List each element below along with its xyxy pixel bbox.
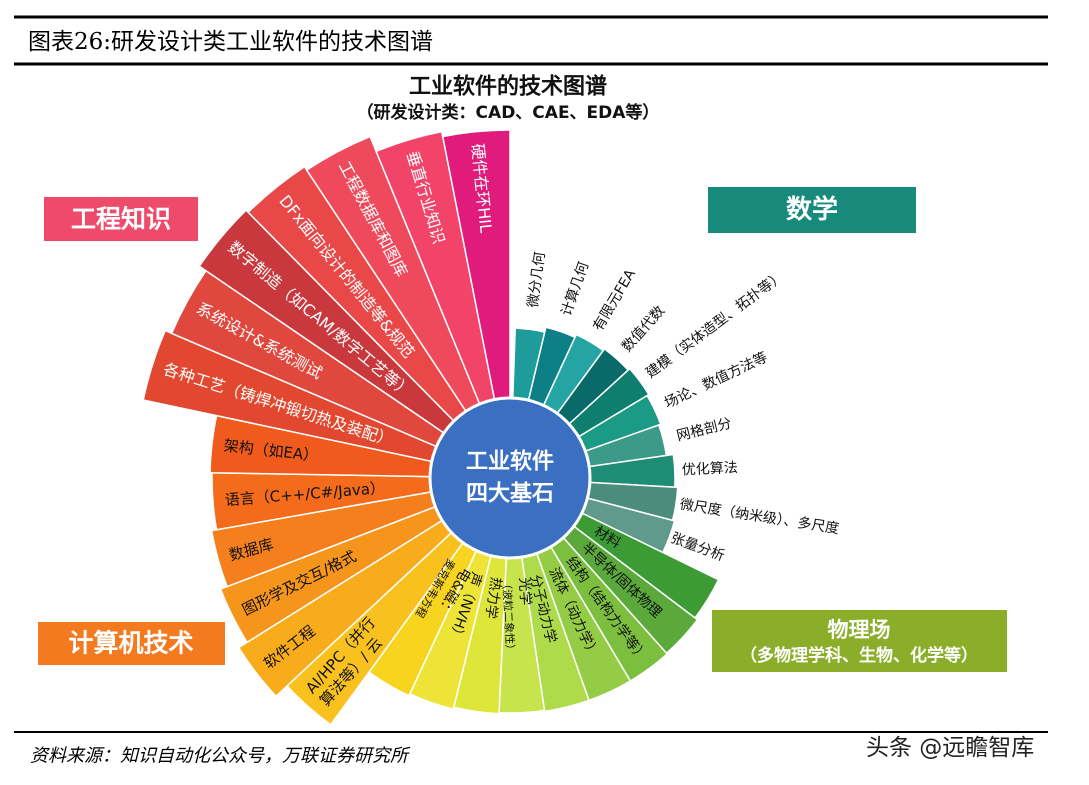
sector <box>375 130 511 479</box>
sector <box>198 209 511 479</box>
category-label: 数学 <box>786 194 838 225</box>
category-label: 工程知识 <box>71 205 171 234</box>
category-label: 计算机技术 <box>68 629 193 658</box>
source-note: 资料来源：知识自动化公众号，万联证券研究所 <box>30 746 411 767</box>
diagram-subtitle: （研发设计类：CAD、CAE、EDA等） <box>357 102 660 123</box>
center-label: 四大基石 <box>466 482 554 507</box>
category-sublabel: （多物理学科、生物、化学等） <box>740 645 978 666</box>
category-box <box>44 197 198 241</box>
sector-label: 优化算法 <box>681 460 738 478</box>
sector <box>237 477 511 698</box>
center-label: 工业软件 <box>466 449 554 475</box>
category-label: 物理场 <box>828 618 891 642</box>
sector <box>305 135 511 479</box>
sector <box>247 165 511 479</box>
sector-label: 热力学 <box>482 576 504 620</box>
sector-label: （波粒二象性） <box>500 578 518 656</box>
sector <box>441 129 511 479</box>
watermark: 头条 @远瞻智库 <box>866 735 1034 761</box>
category-box <box>38 622 225 665</box>
sector <box>142 329 511 479</box>
category-box <box>712 610 1007 672</box>
diagram-title: 工业软件的技术图谱 <box>409 74 607 100</box>
center-circle <box>428 396 592 560</box>
category-box <box>708 187 916 233</box>
sector-label: 光学 <box>516 577 533 606</box>
sector-label: 微分几何 <box>525 251 548 309</box>
sector <box>219 477 511 644</box>
header-title: 图表26:研发设计类工业软件的技术图谱 <box>28 29 433 55</box>
